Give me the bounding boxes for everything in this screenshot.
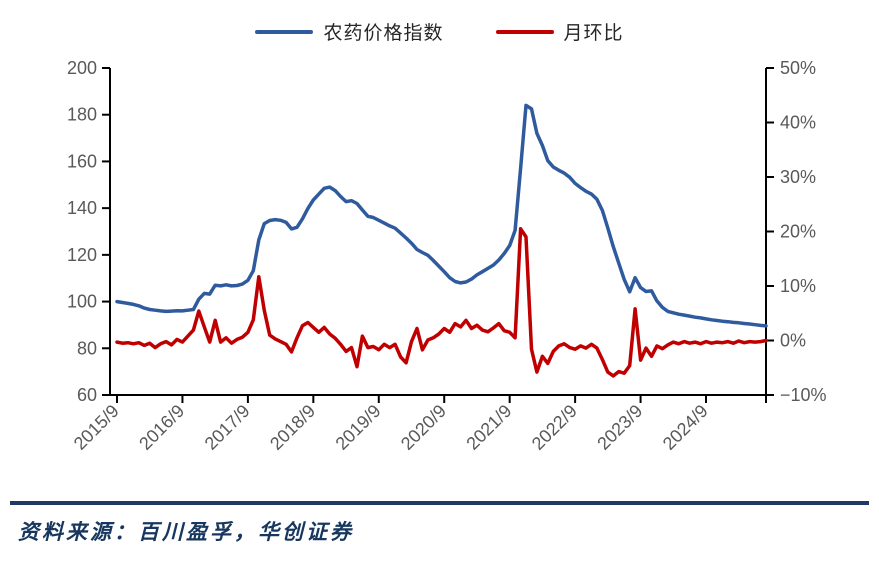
left-axis-label: 120: [67, 245, 97, 265]
left-axis-label: 60: [77, 385, 97, 405]
left-axis-label: 180: [67, 105, 97, 125]
left-axis-label: 200: [67, 58, 97, 78]
right-axis-label: −10%: [780, 385, 827, 405]
legend-label-price-index: 农药价格指数: [323, 23, 444, 44]
left-axis-label: 160: [67, 151, 97, 171]
x-axis-label: 2023/9: [593, 401, 646, 454]
x-axis-label: 2024/9: [659, 401, 712, 454]
footer-divider: [10, 501, 869, 505]
x-axis-label: 2020/9: [397, 401, 450, 454]
right-axis-label: 10%: [780, 276, 816, 296]
x-axis-label: 2015/9: [70, 401, 123, 454]
x-axis-label: 2019/9: [332, 401, 385, 454]
source-note: 资料来源：百川盈孚，华创证券: [18, 520, 354, 544]
legend-item-mom: 月环比: [495, 18, 624, 45]
x-axis-label: 2016/9: [135, 401, 188, 454]
x-axis-label: 2022/9: [528, 401, 581, 454]
left-axis-label: 140: [67, 198, 97, 218]
right-axis-label: 0%: [780, 331, 806, 351]
price-index-line: [115, 103, 768, 328]
x-axis-label: 2017/9: [201, 401, 254, 454]
mom-line: [115, 227, 768, 378]
legend-label-mom: 月环比: [563, 23, 624, 44]
legend-line-swatch-price-index: [255, 29, 314, 34]
legend-item-price-index: 农药价格指数: [255, 18, 443, 45]
right-axis-label: 20%: [780, 222, 816, 242]
right-axis-label: 50%: [780, 58, 816, 78]
x-axis-label: 2021/9: [462, 401, 515, 454]
legend-line-swatch-mom: [495, 29, 554, 34]
left-axis-label: 100: [67, 292, 97, 312]
x-axis-label: 2018/9: [266, 401, 319, 454]
left-axis-label: 80: [77, 338, 97, 358]
right-axis-label: 40%: [780, 113, 816, 133]
chart-plot: 200 180 160 140 120 100 80 60 50% 40% 30% 20% 10% 0% −…: [67, 58, 827, 454]
chart-legend: 农药价格指数 月环比: [0, 18, 879, 45]
right-axis-label: 30%: [780, 167, 816, 187]
